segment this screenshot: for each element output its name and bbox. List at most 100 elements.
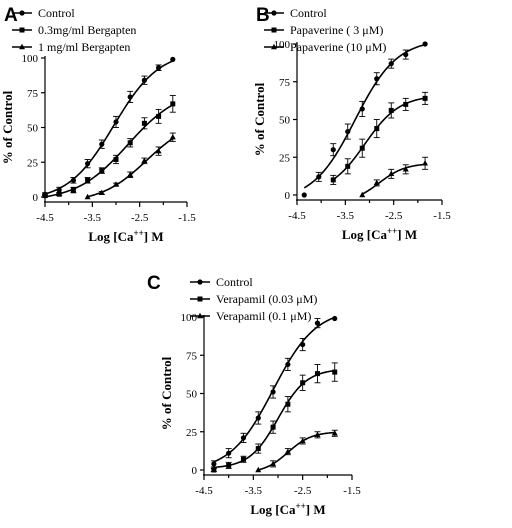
y-tick-label: 25 (186, 427, 198, 439)
x-axis-title: Log [Ca++] M (250, 501, 325, 517)
data-point-square (422, 95, 428, 101)
y-tick-label: 50 (186, 389, 198, 401)
data-point-square (270, 424, 276, 430)
chart-panel-c: C 0 25 50 75 100 -4.5 -3.5 -2.5 -1.5 Log [Ca++] M%… (147, 273, 361, 517)
data-point-circle (388, 61, 394, 67)
x-tick-label: -4.5 (36, 212, 54, 224)
y-tick-label: 100 (274, 39, 291, 51)
data-point-circle (422, 41, 428, 47)
data-point-square (156, 113, 162, 119)
data-point-circle (270, 389, 276, 395)
x-axis-title: Log [Ca++] M (88, 228, 163, 244)
data-point-circle (285, 361, 291, 368)
fitted-curve (213, 316, 336, 463)
data-point-circle (316, 174, 322, 180)
data-point-triangle (299, 437, 306, 444)
data-point-circle (141, 77, 147, 83)
series-3 (255, 429, 338, 473)
y-tick-label: 75 (186, 350, 198, 362)
data-point-triangle (331, 430, 338, 436)
panel-letter: B (256, 5, 270, 26)
y-axis-title: % of Control (0, 90, 15, 164)
y-axis-title: % of Control (159, 356, 174, 430)
data-point-circle (359, 106, 365, 112)
data-point-circle (56, 187, 62, 193)
data-point-square (255, 446, 261, 452)
series-3 (359, 156, 429, 198)
series-1 (301, 41, 428, 198)
data-point-square (332, 369, 338, 375)
y-tick-label: 75 (27, 88, 39, 100)
data-point-square (170, 101, 176, 107)
data-point-square (388, 107, 394, 113)
fitted-curve (213, 369, 335, 469)
panel-letter: C (147, 273, 161, 294)
y-tick-label: 0 (285, 190, 291, 202)
y-tick-label: 75 (279, 77, 291, 89)
legend-label: Verapamil (0.03 μM) (216, 292, 317, 306)
legend-marker-triangle (271, 43, 277, 50)
data-point-square (359, 145, 365, 151)
data-point-triangle (314, 431, 321, 438)
data-point-triangle (169, 134, 176, 140)
legend-entry: Control (12, 6, 75, 20)
fitted-curve (44, 104, 174, 198)
y-tick-label: 100 (181, 312, 198, 324)
data-point-square (226, 462, 232, 468)
legend-marker-circle (197, 279, 203, 285)
panel-letter: A (4, 5, 18, 26)
series-2 (210, 362, 338, 473)
x-tick-label: -2.5 (131, 212, 149, 224)
data-point-circle (226, 450, 232, 456)
data-point-square (330, 177, 336, 183)
data-point-triangle (141, 157, 148, 164)
y-tick-label: 100 (22, 53, 39, 65)
legend-label: 0.3mg/ml Bergapten (38, 23, 136, 37)
x-tick-label: -3.5 (337, 210, 355, 222)
series-2 (42, 95, 176, 199)
data-point-square (345, 163, 351, 169)
data-point-circle (240, 435, 247, 441)
legend-entry: 0.3mg/ml Bergapten (12, 23, 136, 37)
legend-label: Papaverine ( 3 μM) (290, 23, 383, 37)
data-point-circle (70, 177, 76, 183)
legend-marker-square (19, 27, 25, 33)
x-tick-label: -1.5 (433, 210, 451, 222)
data-point-circle (301, 192, 307, 198)
y-tick-label: 25 (279, 152, 291, 164)
legend-label: Control (38, 6, 75, 20)
x-axis-title: Log [Ca++] M (342, 226, 417, 242)
x-tick-label: -1.5 (178, 212, 196, 224)
data-point-triangle (98, 189, 105, 196)
legend-marker-circle (271, 10, 277, 16)
data-point-square (70, 187, 76, 193)
data-point-circle (314, 320, 321, 326)
data-point-square (314, 371, 320, 377)
data-point-circle (211, 461, 217, 467)
legend-entry: Papaverine (10 μM) (264, 40, 386, 54)
x-tick-label: -2.5 (294, 485, 312, 497)
data-point-circle (330, 147, 336, 153)
chart-panel-a: A 0 25 50 75 100 -4.5 -3.5 -2.5 -1.5 Log [Ca++] M%… (0, 5, 196, 244)
data-point-triangle (422, 160, 429, 166)
legend-entry: Verapamil (0.03 μM) (190, 292, 317, 306)
data-point-triangle (388, 170, 395, 177)
legend-entry: 1 mg/ml Bergapten (12, 40, 130, 54)
data-point-circle (127, 94, 133, 100)
data-point-circle (403, 51, 409, 58)
data-point-circle (113, 119, 119, 125)
y-axis-title: % of Control (252, 82, 267, 156)
data-point-circle (156, 65, 162, 71)
data-point-square (403, 101, 409, 107)
data-point-square (85, 177, 91, 183)
data-point-circle (170, 56, 176, 62)
data-point-triangle (270, 460, 277, 467)
legend-entry: Verapamil (0.1 μM) (190, 309, 311, 323)
x-tick-label: -3.5 (245, 485, 263, 497)
legend-entry: Control (190, 275, 253, 289)
legend-label: Papaverine (10 μM) (290, 40, 386, 54)
data-point-circle (99, 141, 105, 147)
y-tick-label: 50 (27, 123, 39, 135)
x-tick-label: -4.5 (195, 485, 213, 497)
legend-label: Verapamil (0.1 μM) (216, 309, 311, 323)
